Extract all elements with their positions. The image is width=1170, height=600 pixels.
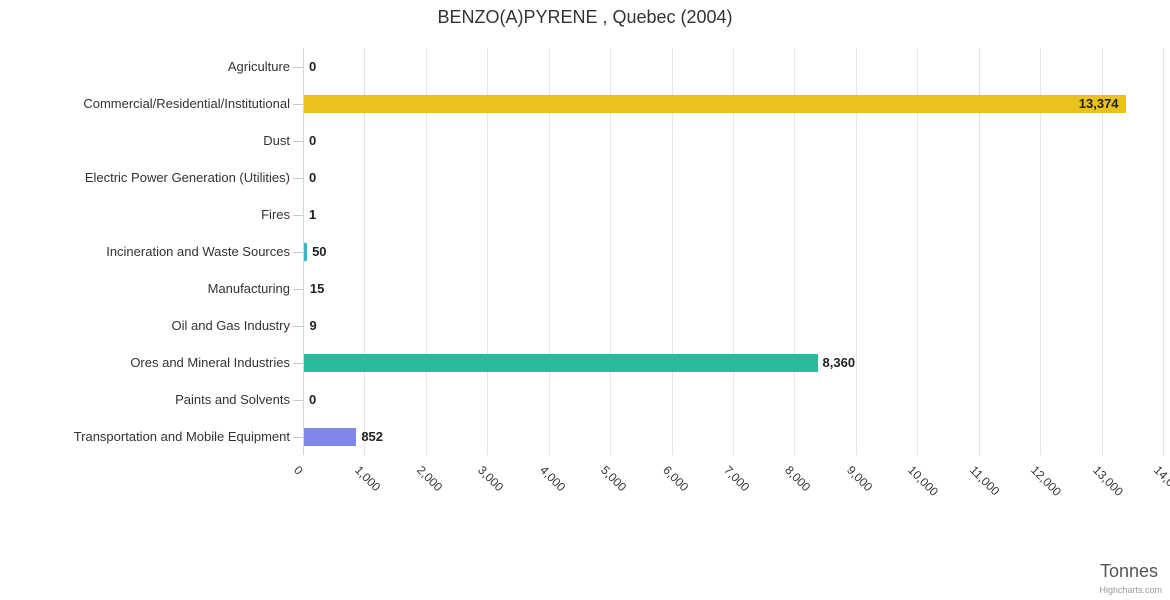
x-axis-title: Tonnes bbox=[1099, 561, 1158, 581]
category-label: Electric Power Generation (Utilities) bbox=[84, 169, 290, 185]
category-label: Dust bbox=[263, 132, 290, 148]
category-tick bbox=[293, 325, 303, 327]
category-tick bbox=[293, 288, 303, 290]
bar-ores-and-mineral-industries[interactable] bbox=[304, 353, 818, 372]
value-label: 15 bbox=[309, 280, 325, 296]
gridline bbox=[364, 48, 366, 455]
highcharts-credit[interactable]: Highcharts.com bbox=[1099, 585, 1162, 595]
x-axis-tick-label: 13,000 bbox=[1089, 463, 1126, 499]
bar-incineration-and-waste-sources[interactable] bbox=[304, 242, 308, 261]
x-axis-tick-label: 14,000 bbox=[1151, 463, 1170, 499]
value-label: 8,360 bbox=[822, 354, 856, 370]
value-label: 13,374 bbox=[1078, 95, 1119, 111]
x-axis-tick-label: 10,000 bbox=[905, 463, 942, 499]
category-label: Fires bbox=[261, 206, 290, 222]
category-tick bbox=[293, 214, 303, 216]
value-label: 1 bbox=[309, 206, 317, 222]
gridline bbox=[794, 48, 796, 455]
category-tick bbox=[293, 251, 303, 253]
category-label: Transportation and Mobile Equipment bbox=[73, 428, 290, 444]
category-label: Oil and Gas Industry bbox=[171, 317, 291, 333]
y-axis-line bbox=[303, 48, 304, 455]
category-tick bbox=[293, 177, 303, 179]
x-axis-tick-label: 9,000 bbox=[843, 463, 876, 495]
value-label: 852 bbox=[361, 428, 384, 444]
value-label: 9 bbox=[309, 317, 317, 333]
value-label: 0 bbox=[309, 169, 317, 185]
x-axis-tick-label: 3,000 bbox=[475, 463, 507, 495]
category-label: Manufacturing bbox=[207, 280, 290, 296]
gridline bbox=[671, 48, 673, 455]
category-tick bbox=[293, 362, 303, 364]
category-tick bbox=[293, 103, 303, 105]
plot-area: 0 13,374 0 0 1 50 15 9 8,360 0 852 bbox=[303, 48, 1164, 455]
x-axis-tick-label: 8,000 bbox=[782, 463, 814, 495]
gridline bbox=[855, 48, 857, 455]
x-axis-tick-label: 4,000 bbox=[536, 463, 568, 495]
gridline bbox=[978, 48, 980, 455]
category-tick bbox=[293, 66, 303, 68]
category-tick bbox=[293, 140, 303, 142]
gridline bbox=[487, 48, 489, 455]
bar-transportation-and-mobile-equipment[interactable] bbox=[304, 427, 357, 446]
gridline bbox=[1101, 48, 1103, 455]
category-axis: Agriculture Commercial/Residential/Instit… bbox=[0, 0, 290, 600]
x-axis-tick-label: 12,000 bbox=[1028, 463, 1065, 499]
category-tick bbox=[293, 399, 303, 401]
category-label: Paints and Solvents bbox=[175, 391, 290, 407]
gridline bbox=[425, 48, 427, 455]
x-axis-tick-label: 1,000 bbox=[352, 463, 384, 495]
category-label: Incineration and Waste Sources bbox=[106, 243, 290, 259]
x-axis-tick-label: 6,000 bbox=[659, 463, 691, 495]
chart-title: BENZO(A)PYRENE , Quebec (2004) bbox=[437, 7, 733, 27]
x-axis-tick-label: 7,000 bbox=[721, 463, 753, 495]
value-label: 0 bbox=[309, 58, 317, 74]
x-axis-tick-label: 2,000 bbox=[413, 463, 446, 495]
gridline bbox=[917, 48, 919, 455]
gridline bbox=[733, 48, 734, 455]
category-label: Agriculture bbox=[227, 58, 290, 74]
bar-commercial-residential-institutional[interactable] bbox=[304, 94, 1126, 113]
x-axis-tick-label: 5,000 bbox=[598, 463, 630, 495]
value-label: 0 bbox=[309, 132, 317, 148]
value-label: 50 bbox=[312, 243, 327, 259]
category-tick bbox=[293, 436, 303, 438]
category-label: Commercial/Residential/Institutional bbox=[83, 95, 290, 111]
gridline bbox=[548, 48, 550, 455]
value-label: 0 bbox=[309, 391, 317, 407]
x-axis-tick-label: 0 bbox=[291, 463, 306, 478]
gridline bbox=[1040, 48, 1042, 455]
x-axis-tick-label: 11,000 bbox=[966, 463, 1003, 499]
gridline bbox=[1163, 48, 1164, 455]
category-label: Ores and Mineral Industries bbox=[130, 354, 290, 370]
gridline bbox=[610, 48, 612, 455]
